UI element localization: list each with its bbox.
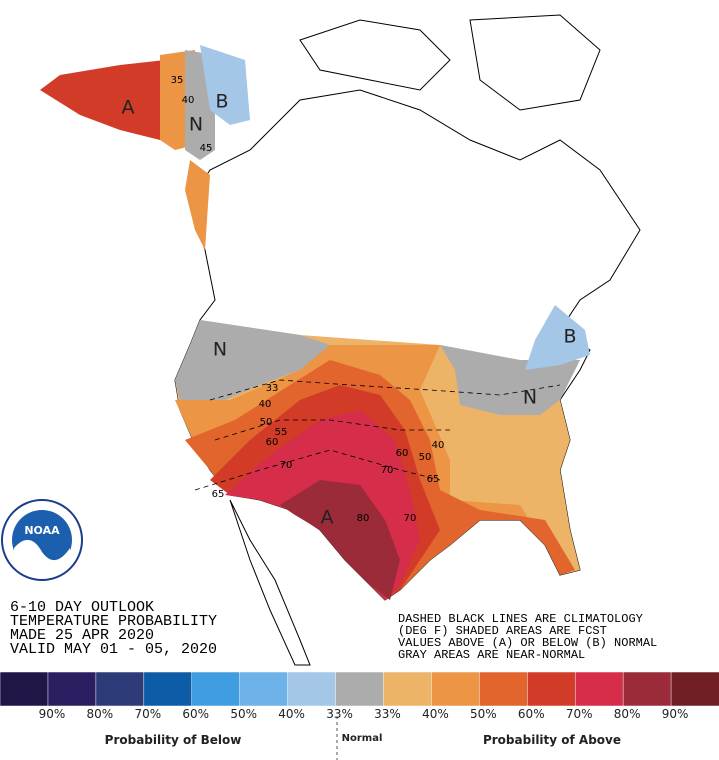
map-label: A — [321, 507, 334, 529]
legend-label: 70% — [566, 707, 593, 721]
map-label: B — [215, 91, 228, 113]
map-label: 80 — [357, 513, 370, 524]
map-label: B — [563, 326, 576, 348]
map-label: 70 — [381, 465, 394, 476]
legend-swatch — [383, 671, 433, 707]
legend-swatch — [670, 671, 719, 707]
caption-normal: Normal — [342, 733, 383, 744]
forecast-shading — [40, 45, 590, 600]
legend-label: 60% — [518, 707, 545, 721]
map-label: 50 — [260, 417, 273, 428]
header-line: VALID MAY 01 - 05, 2020 — [10, 641, 217, 658]
map-label: 60 — [266, 437, 279, 448]
map-label: 35 — [171, 75, 184, 86]
legend-swatch — [287, 671, 337, 707]
legend-label: 90% — [39, 707, 66, 721]
map-label: 40 — [182, 95, 195, 106]
map-label: 50 — [419, 452, 432, 463]
map-label: N — [189, 114, 203, 136]
note-line: GRAY AREAS ARE NEAR-NORMAL — [398, 648, 585, 662]
legend-label: 33% — [326, 707, 353, 721]
legend-label: 50% — [230, 707, 257, 721]
map-label: 70 — [280, 460, 293, 471]
map-label: 65 — [427, 474, 440, 485]
legend-swatch — [0, 671, 49, 707]
map-label: N — [213, 339, 227, 361]
legend-swatch — [574, 671, 624, 707]
legend-label: 80% — [614, 707, 641, 721]
legend-label: 80% — [87, 707, 114, 721]
logo-text: NOAA — [24, 524, 60, 537]
map-label: N — [523, 387, 537, 409]
legend-swatch — [479, 671, 529, 707]
legend-label: 40% — [422, 707, 449, 721]
note-line: VALUES ABOVE (A) OR BELOW (B) NORMAL — [398, 636, 657, 650]
legend-swatch — [95, 671, 145, 707]
map-label: 70 — [404, 513, 417, 524]
map-label: 33 — [266, 383, 279, 394]
legend-label: 50% — [470, 707, 497, 721]
map-label: A — [122, 97, 135, 119]
map-label: 40 — [259, 399, 272, 410]
climatology-lines — [194, 379, 561, 491]
caption-below: Probability of Below — [105, 733, 242, 747]
map-labels: A B N N B N A 33 40 50 55 60 70 80 70 60… — [122, 75, 577, 529]
legend-label: 90% — [662, 707, 689, 721]
note-line: (DEG F) SHADED AREAS ARE FCST — [398, 624, 607, 638]
legend-swatch — [191, 671, 241, 707]
legend-swatch — [239, 671, 289, 707]
caption-above: Probability of Above — [483, 733, 621, 747]
legend-swatch — [335, 671, 385, 707]
header-line: 6-10 DAY OUTLOOK — [10, 599, 154, 616]
legend-label: 60% — [182, 707, 209, 721]
header-line: TEMPERATURE PROBABILITY — [10, 613, 217, 630]
legend: 90% 80% 70% 60% 50% 40% 33% 33% 40% 50% 60% 70% 80% 9… — [0, 671, 719, 721]
legend-swatch — [622, 671, 672, 707]
nws-logo — [1, 499, 83, 581]
legend-label: 33% — [374, 707, 401, 721]
map-label: 65 — [212, 489, 225, 500]
map-label: 60 — [396, 448, 409, 459]
map-label: 55 — [275, 427, 288, 438]
legend-swatch — [527, 671, 576, 707]
map-label: 40 — [432, 440, 445, 451]
legend-label: 70% — [134, 707, 161, 721]
legend-label: 40% — [278, 707, 305, 721]
legend-swatch — [143, 671, 193, 707]
header-line: MADE 25 APR 2020 — [10, 627, 154, 644]
note-line: DASHED BLACK LINES ARE CLIMATOLOGY — [398, 612, 643, 626]
map-label: 45 — [200, 143, 213, 154]
legend-swatch — [431, 671, 481, 707]
legend-swatch — [47, 671, 97, 707]
